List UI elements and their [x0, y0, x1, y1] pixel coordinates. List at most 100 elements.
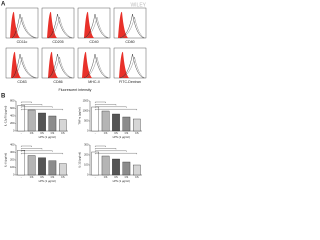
panel-label: B [1, 94, 6, 100]
bar [122, 116, 131, 132]
y-tick-label: 0 [87, 129, 89, 133]
x-tick-label: CS [135, 131, 139, 135]
sample-curve [84, 56, 110, 79]
x-tick-label: - [95, 176, 96, 179]
y-tick-label: 200 [10, 121, 15, 125]
bar [27, 109, 36, 132]
significance-bracket [95, 145, 106, 147]
x-tick-label: CS [125, 131, 129, 135]
x-axis-label: Fluorescent intensity [59, 88, 92, 92]
x-tick-label: CS [135, 175, 139, 179]
figure: A WILEY Fluorescent intensity B CD11c CD2… [1, 2, 147, 184]
y-axis-label: IL-6 (pg/ml) [4, 153, 8, 167]
bar [91, 106, 100, 132]
bar [58, 119, 67, 132]
bar [17, 150, 26, 176]
sample-curve [83, 13, 109, 39]
control-peak [6, 11, 20, 38]
x-tick-label: CS [104, 131, 108, 135]
significance-bracket [21, 145, 32, 147]
sample-curve [48, 56, 74, 79]
sample-curve [84, 16, 110, 39]
significance-bracket [21, 104, 43, 106]
sample-curve [47, 53, 73, 79]
significance-bracket [95, 104, 117, 106]
sample-curve [48, 16, 74, 39]
y-tick-label: 200 [84, 153, 89, 157]
histogram-label: CD83 [17, 80, 26, 84]
y-axis-label: IL-1β (pg/ml) [78, 152, 82, 168]
bar [38, 112, 46, 132]
histogram-label: CD86 [53, 80, 62, 84]
sample-curve [119, 13, 145, 39]
bar [48, 115, 57, 132]
bar [112, 113, 120, 132]
histogram-label: CD80 [125, 40, 134, 44]
bar [91, 151, 100, 176]
x-axis-label: LPS (1 μg/ml) [113, 179, 130, 183]
y-tick-label: 800 [10, 99, 15, 103]
y-tick-label: 500 [84, 119, 89, 123]
x-tick-label: CS [51, 131, 55, 135]
significance-bracket [95, 109, 137, 111]
x-tick-label: CS [30, 175, 34, 179]
bar [101, 110, 110, 132]
control-peak [78, 51, 92, 78]
sample-curve [11, 53, 37, 79]
histogram-frame [5, 47, 39, 79]
significance-bracket [21, 106, 53, 108]
x-axis-label: LPS (1 μg/ml) [113, 135, 130, 139]
significance-bracket [95, 153, 137, 155]
y-tick-label: 200 [10, 158, 15, 162]
sample-curve [83, 53, 109, 79]
y-tick-label: 400 [10, 143, 15, 147]
y-axis-label: IL-12p70 (pg/ml) [4, 106, 8, 127]
y-tick-label: 0 [87, 173, 89, 177]
control-peak [114, 51, 129, 78]
y-tick-label: 1500 [83, 99, 89, 103]
sample-curve [120, 56, 146, 79]
x-tick-label: CS [40, 131, 44, 135]
significance-bracket [95, 101, 106, 103]
y-tick-label: 100 [84, 163, 89, 167]
page: {"figure": { "watermark": "WILEY", "pane… [0, 0, 150, 188]
x-tick-label: - [21, 176, 22, 179]
significance-bracket [95, 150, 127, 152]
significance-bracket [21, 148, 43, 150]
significance-bracket [95, 106, 127, 108]
x-tick-label: CS [114, 175, 118, 179]
significance-bracket [21, 153, 63, 155]
y-tick-label: 300 [10, 150, 15, 154]
x-axis-label: LPS (1 μg/ml) [39, 179, 56, 183]
x-tick-label: CS [61, 175, 65, 179]
bar [132, 164, 141, 176]
sample-curve [11, 13, 37, 39]
panel-label: A [1, 2, 6, 8]
y-tick-label: 100 [10, 165, 15, 169]
x-tick-label: - [95, 132, 96, 135]
histogram-label: MHC-II [88, 80, 99, 84]
bar [122, 161, 131, 176]
y-tick-label: 300 [84, 143, 89, 147]
bar [17, 105, 26, 132]
y-tick-label: 0 [13, 173, 15, 177]
sample-curve [12, 56, 38, 79]
significance-bracket [21, 150, 53, 152]
significance-bracket [21, 101, 32, 103]
y-tick-label: 1000 [83, 109, 89, 113]
bar [101, 155, 110, 176]
sample-curve [119, 53, 145, 79]
sample-curve [120, 16, 146, 39]
x-tick-label: CS [51, 175, 55, 179]
bar [48, 160, 57, 176]
control-peak [42, 11, 57, 38]
histogram-frame [113, 47, 147, 79]
histogram-label: CD40 [89, 40, 98, 44]
histogram-label: CD11c [17, 40, 28, 44]
bar [132, 118, 141, 132]
x-tick-label: CS [40, 175, 44, 179]
control-peak [114, 11, 128, 38]
bar [58, 163, 67, 176]
control-peak [42, 51, 58, 78]
watermark: WILEY [130, 2, 146, 8]
